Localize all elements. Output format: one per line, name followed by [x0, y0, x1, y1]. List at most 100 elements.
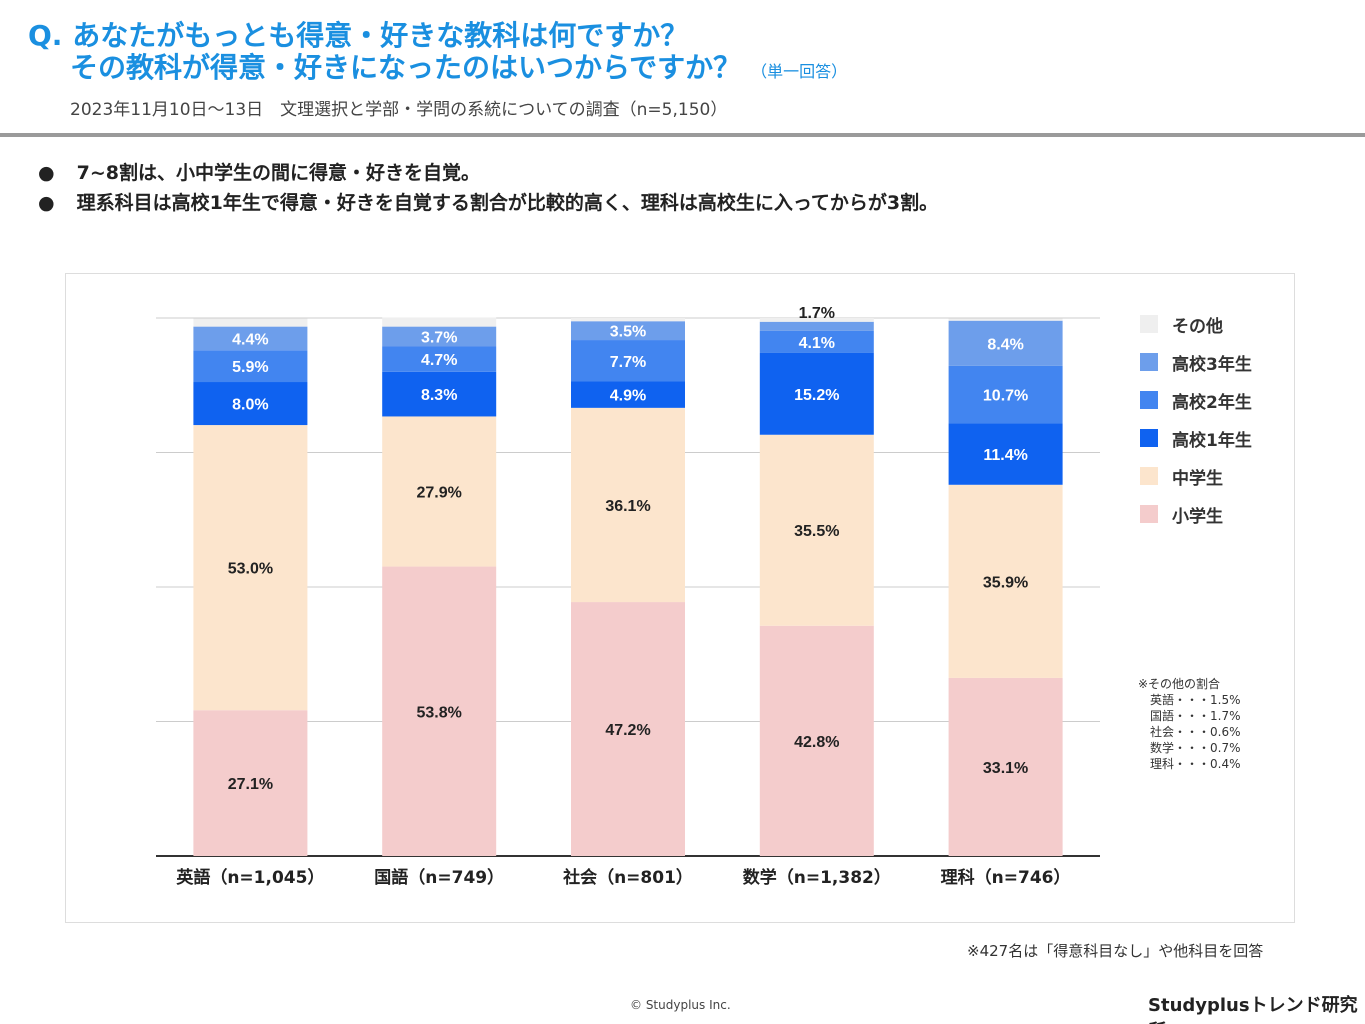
bar-segment	[571, 407, 685, 603]
bar-segment	[759, 434, 874, 626]
data-label: 35.9%	[983, 574, 1028, 591]
legend-item: 中学生	[1140, 457, 1252, 495]
legend-label: 高校1年生	[1172, 430, 1252, 451]
legend-swatch	[1140, 429, 1158, 447]
legend-item: 高校2年生	[1140, 381, 1252, 419]
bar-segment	[382, 416, 497, 567]
legend-swatch	[1140, 467, 1158, 485]
legend-label: その他	[1172, 316, 1223, 337]
data-label: 33.1%	[983, 760, 1028, 777]
bar-segment	[193, 425, 308, 711]
finding-1: 7~8割は、小中学生の間に得意・好きを自覚。	[38, 158, 938, 188]
legend-label: 高校3年生	[1172, 354, 1252, 375]
legend-swatch	[1140, 391, 1158, 409]
other-note-row: 社会・・・0.6%	[1150, 725, 1241, 739]
data-label: 8.3%	[421, 387, 457, 404]
question-line-2-text: その教科が得意・好きになったのはいつからですか？	[70, 51, 742, 84]
data-label: 4.1%	[799, 335, 835, 352]
bar-segment	[948, 677, 1063, 856]
bar-segment	[948, 320, 1063, 366]
bar-segment	[382, 317, 497, 327]
bar-segment	[948, 423, 1063, 485]
bar-segment	[571, 340, 685, 382]
data-label: 11.4%	[983, 447, 1027, 464]
key-findings: 7~8割は、小中学生の間に得意・好きを自覚。 理系科目は高校1年生で得意・好きを…	[38, 158, 939, 218]
bar-segment	[759, 318, 874, 322]
data-label: 42.8%	[794, 734, 839, 751]
data-label: 4.4%	[232, 331, 268, 348]
bar-segment	[759, 330, 874, 353]
other-note-row: 理科・・・0.4%	[1150, 757, 1241, 771]
data-label: 3.5%	[610, 324, 646, 341]
data-label: 10.7%	[983, 388, 1028, 405]
other-note-row: 数学・・・0.7%	[1150, 741, 1241, 755]
bar-segment	[382, 566, 497, 856]
other-note-title: ※その他の割合	[1138, 677, 1221, 691]
footnote: ※427名は「得意科目なし」や他科目を回答	[967, 942, 1264, 960]
answer-type: （単一回答）	[751, 62, 848, 81]
legend-swatch	[1140, 315, 1158, 333]
bar-segment	[948, 365, 1063, 424]
bar-segment	[948, 318, 1063, 321]
data-label: 53.8%	[417, 704, 462, 721]
data-label: 4.7%	[421, 352, 457, 369]
bar-segment	[571, 381, 685, 408]
category-label: 国語（n=749）	[374, 867, 504, 888]
bar-segment	[193, 350, 308, 383]
bar-segment	[759, 625, 874, 856]
bar-segment	[193, 382, 308, 426]
category-label: 数学（n=1,382）	[743, 867, 891, 888]
bar-segment	[759, 352, 874, 435]
bar-segment	[571, 602, 685, 856]
data-label: 1.7%	[799, 305, 835, 322]
bar-segment	[193, 710, 308, 856]
question-line-1: Q. あなたがもっとも得意・好きな教科は何ですか？	[28, 19, 689, 52]
data-label: 5.9%	[232, 359, 268, 376]
bar-segment	[382, 326, 497, 347]
other-note-row: 英語・・・1.5%	[1150, 693, 1241, 707]
legend-label: 中学生	[1172, 468, 1223, 489]
question-line-2: その教科が得意・好きになったのはいつからですか？ （単一回答）	[70, 46, 847, 86]
finding-2: 理系科目は高校1年生で得意・好きを自覚する割合が比較的高く、理科は高校生に入って…	[38, 188, 939, 218]
legend-item: 高校1年生	[1140, 419, 1252, 457]
legend-label: 小学生	[1172, 506, 1223, 527]
data-label: 27.1%	[228, 776, 273, 793]
bar-segment	[382, 371, 497, 417]
category-label: 理科（n=746）	[941, 867, 1071, 888]
data-label: 8.4%	[987, 336, 1023, 353]
legend-item: 小学生	[1140, 495, 1252, 533]
data-label: 47.2%	[605, 722, 650, 739]
bar-segment	[571, 321, 685, 341]
bar-segment	[382, 346, 497, 372]
legend-item: 高校3年生	[1140, 343, 1252, 381]
legend-label: 高校2年生	[1172, 392, 1252, 413]
other-ratio-note: ※その他の割合 英語・・・1.5% 国語・・・1.7% 社会・・・0.6% 数学…	[1138, 676, 1241, 772]
data-label: 3.7%	[421, 330, 457, 347]
survey-info: 2023年11月10日～13日 文理選択と学部・学問の系統についての調査（n=5…	[70, 100, 728, 120]
data-label: 8.0%	[232, 397, 268, 414]
bar-segment	[571, 318, 685, 322]
copyright: © Studyplus Inc.	[630, 998, 731, 1012]
chart-legend: その他高校3年生高校2年生高校1年生中学生小学生	[1140, 305, 1252, 533]
data-label: 15.2%	[794, 387, 839, 404]
header-divider	[0, 133, 1365, 137]
data-label: 53.0%	[228, 561, 273, 578]
legend-swatch	[1140, 353, 1158, 371]
other-note-row: 国語・・・1.7%	[1150, 709, 1241, 723]
data-label: 27.9%	[417, 485, 462, 502]
bar-segment	[948, 484, 1063, 678]
bar-segment	[759, 321, 874, 331]
category-label: 社会（n=801）	[562, 867, 693, 888]
category-label: 英語（n=1,045）	[176, 867, 324, 888]
brand-logo: Studyplusトレンド研究所	[1148, 995, 1358, 1024]
data-label: 36.1%	[605, 498, 650, 515]
data-label: 4.9%	[610, 388, 646, 405]
bar-segment	[193, 318, 308, 327]
bar-segment	[193, 326, 308, 351]
data-label: 7.7%	[610, 354, 646, 371]
data-label: 35.5%	[794, 523, 839, 540]
legend-swatch	[1140, 505, 1158, 523]
legend-item: その他	[1140, 305, 1252, 343]
